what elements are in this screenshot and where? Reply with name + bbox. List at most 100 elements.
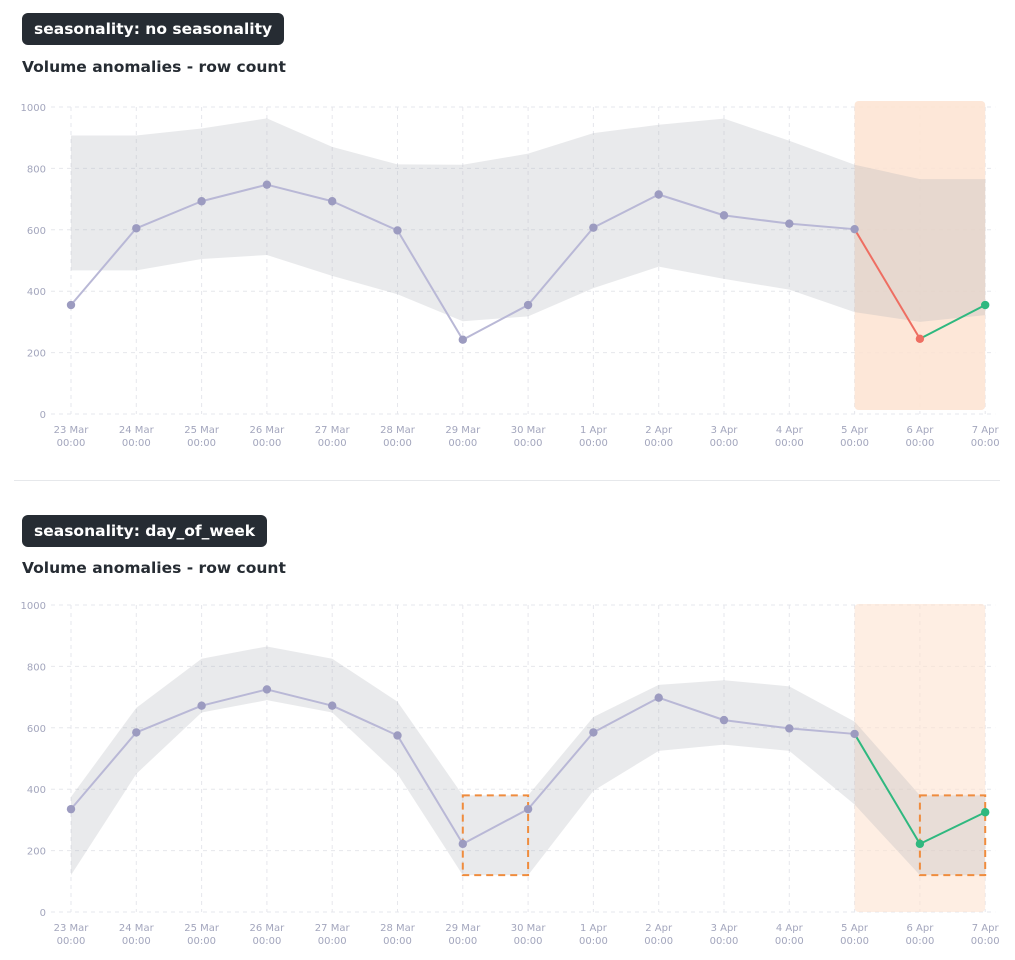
panel-no-seasonality: seasonality: no seasonality Volume anoma…: [21, 13, 1000, 449]
line-segment: [396, 734, 464, 845]
x-tick-time: 00:00: [57, 438, 86, 449]
line-segment: [527, 227, 595, 306]
x-tick-label: 26 Mar: [250, 923, 286, 934]
y-tick-label: 200: [27, 847, 46, 858]
x-tick-time: 00:00: [383, 936, 412, 947]
x-tick-label: 5 Apr: [841, 923, 869, 934]
x-tick-label: 5 Apr: [841, 425, 869, 436]
data-points: [66, 685, 990, 849]
x-tick-label: 28 Mar: [380, 425, 416, 436]
line-segment: [462, 808, 529, 845]
x-tick-time: 00:00: [971, 936, 1000, 947]
y-tick-label: 1000: [21, 103, 46, 114]
data-point: [915, 839, 925, 849]
data-point: [328, 197, 337, 206]
x-tick-label: 3 Apr: [711, 425, 739, 436]
line-segment: [527, 731, 595, 810]
data-points: [66, 180, 990, 344]
x-tick-label: 28 Mar: [380, 923, 416, 934]
data-point: [850, 224, 859, 234]
x-tick-time: 00:00: [122, 438, 151, 449]
data-point: [589, 728, 598, 737]
x-tick-label: 4 Apr: [776, 923, 804, 934]
data-point: [523, 804, 533, 814]
x-tick-label: 30 Mar: [511, 923, 547, 934]
line-segment: [70, 731, 138, 810]
x-tick-time: 00:00: [318, 936, 347, 947]
x-tick-time: 00:00: [448, 936, 477, 947]
x-tick-label: 30 Mar: [511, 425, 547, 436]
line-segment: [723, 214, 790, 225]
seasonality-badge: seasonality: no seasonality: [22, 13, 285, 45]
expected-range-band: [71, 646, 986, 876]
x-axis: 23 Mar 00:00 24 Mar 00:00 25 Mar 00:00 26 Mar 0…: [54, 923, 1000, 947]
x-tick-time: 00:00: [579, 438, 608, 449]
grid: [51, 106, 996, 415]
line-segment: [789, 727, 855, 735]
data-point: [66, 300, 76, 310]
data-point: [654, 190, 663, 199]
x-tick-label: 27 Mar: [315, 425, 351, 436]
x-tick-time: 00:00: [840, 438, 869, 449]
data-point: [785, 219, 794, 228]
chart-title: Volume anomalies - row count: [22, 58, 286, 76]
data-point: [981, 808, 990, 817]
x-tick-time: 00:00: [514, 936, 543, 947]
y-tick-label: 200: [27, 349, 46, 360]
line-segment: [789, 222, 855, 231]
x-tick-time: 00:00: [775, 936, 804, 947]
y-tick-label: 0: [40, 410, 46, 421]
y-tick-label: 400: [27, 287, 46, 298]
data-point: [523, 300, 533, 310]
x-tick-time: 00:00: [644, 438, 673, 449]
x-tick-time: 00:00: [775, 438, 804, 449]
y-tick-label: 600: [27, 226, 46, 237]
x-tick-label: 23 Mar: [54, 923, 90, 934]
anomaly-highlight-region: [854, 604, 986, 912]
x-tick-time: 00:00: [514, 438, 543, 449]
line-segment: [462, 304, 529, 341]
data-point: [197, 701, 206, 710]
x-tick-time: 00:00: [57, 936, 86, 947]
data-point: [262, 685, 272, 694]
data-point: [719, 715, 729, 725]
x-tick-time: 00:00: [122, 936, 151, 947]
grid: [51, 604, 996, 913]
line-segment: [331, 704, 398, 737]
data-point: [785, 724, 794, 733]
data-point: [66, 804, 76, 814]
x-tick-label: 27 Mar: [315, 923, 351, 934]
anomaly-highlight-region: [854, 101, 986, 410]
line-segment: [658, 193, 725, 217]
x-tick-label: 24 Mar: [119, 425, 155, 436]
x-tick-time: 00:00: [383, 438, 412, 449]
data-point: [850, 729, 859, 739]
x-tick-label: 4 Apr: [776, 425, 804, 436]
x-tick-time: 00:00: [187, 936, 216, 947]
x-tick-time: 00:00: [905, 936, 934, 947]
line-segment: [135, 704, 202, 734]
data-point: [197, 197, 206, 206]
line-segment: [919, 304, 986, 340]
x-tick-label: 29 Mar: [445, 923, 481, 934]
data-point: [393, 226, 402, 235]
x-tick-time: 00:00: [252, 438, 281, 449]
y-tick-label: 800: [27, 662, 46, 673]
data-point: [981, 300, 990, 310]
line-segment: [853, 228, 921, 340]
x-tick-time: 00:00: [448, 438, 477, 449]
data-point: [458, 335, 467, 344]
x-tick-label: 26 Mar: [250, 425, 286, 436]
expected-range-band: [71, 118, 986, 322]
data-point: [328, 701, 337, 710]
x-tick-label: 7 Apr: [972, 425, 1000, 436]
seasonality-badge: seasonality: day_of_week: [22, 515, 268, 547]
y-tick-label: 800: [27, 164, 46, 175]
data-point: [589, 223, 598, 232]
line-segment: [201, 688, 268, 707]
panel-day-of-week: seasonality: day_of_week Volume anomalie…: [0, 500, 1015, 960]
x-tick-label: 25 Mar: [184, 425, 220, 436]
x-tick-time: 00:00: [971, 438, 1000, 449]
line-segment: [331, 200, 398, 232]
line-segment: [919, 811, 986, 845]
